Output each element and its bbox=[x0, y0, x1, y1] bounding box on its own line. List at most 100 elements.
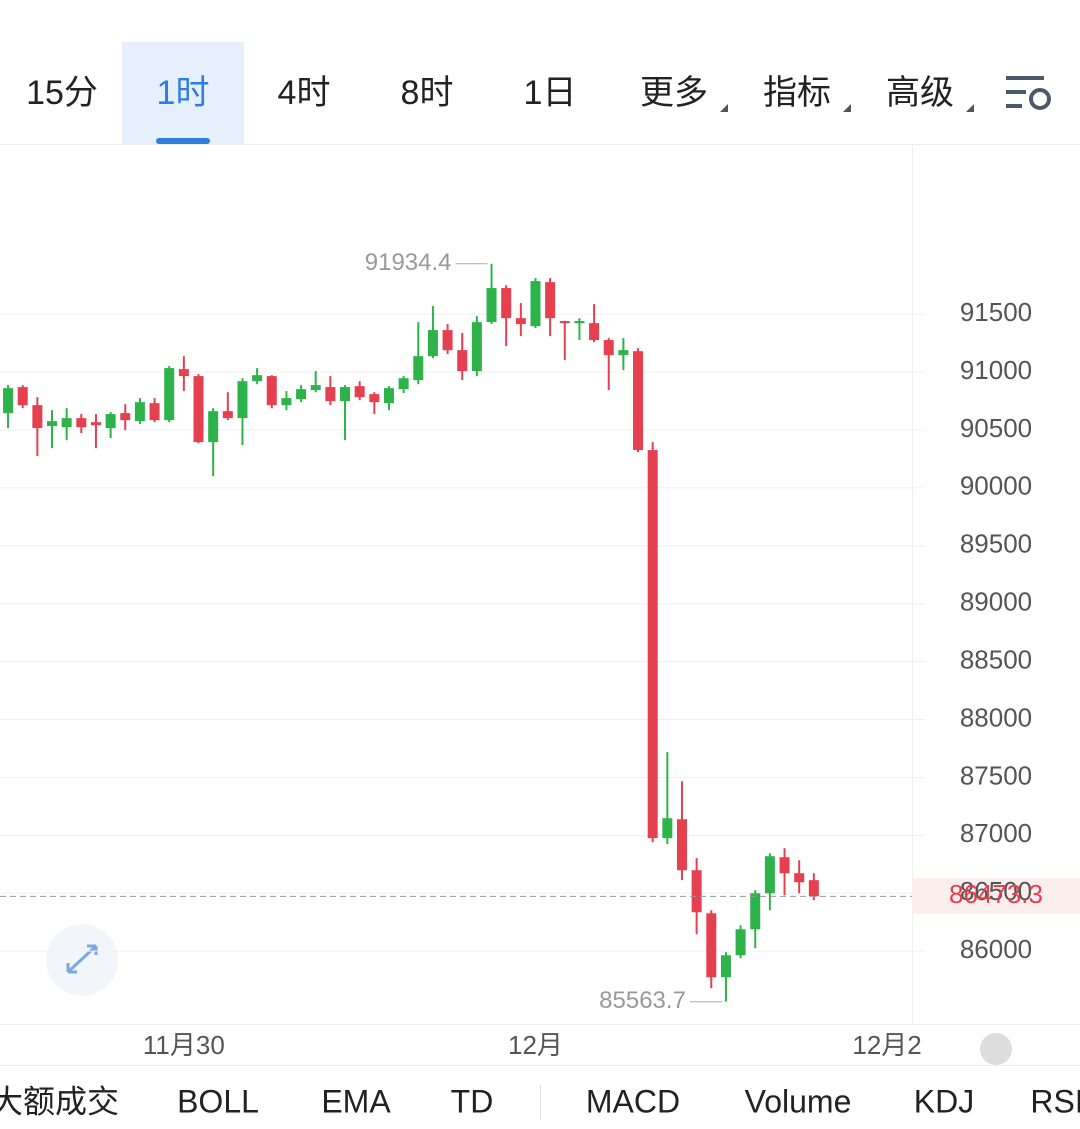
y-tick-label: 86500 bbox=[960, 876, 1032, 906]
y-tick-label: 88000 bbox=[960, 702, 1032, 732]
candle-body bbox=[398, 378, 409, 390]
candle-body bbox=[471, 322, 482, 372]
candle-body bbox=[105, 414, 116, 429]
candle-body bbox=[457, 350, 468, 372]
candle-body bbox=[603, 340, 614, 356]
candle-body bbox=[76, 418, 87, 428]
indicator-tab[interactable]: EMA bbox=[321, 1083, 391, 1119]
candle-body bbox=[193, 376, 204, 443]
last-price-bg bbox=[912, 878, 1080, 914]
candle-body bbox=[633, 351, 644, 451]
indicator-tab[interactable]: Volume bbox=[745, 1083, 852, 1119]
candle-body bbox=[266, 376, 277, 406]
top-tab[interactable]: 1时 bbox=[157, 74, 210, 112]
top-tab[interactable]: 15分 bbox=[26, 74, 98, 112]
indicator-tab[interactable]: MACD bbox=[586, 1083, 680, 1119]
candle-body bbox=[90, 422, 101, 426]
selected-tab-underline bbox=[156, 138, 210, 144]
scroll-end-button[interactable] bbox=[980, 1033, 1012, 1065]
candle-body bbox=[647, 450, 658, 839]
y-tick-label: 89500 bbox=[960, 529, 1032, 559]
candle-body bbox=[706, 913, 717, 978]
top-tab[interactable]: 高级 bbox=[886, 74, 954, 112]
candle-body bbox=[120, 413, 131, 421]
indicator-tab[interactable]: TD bbox=[451, 1083, 494, 1119]
y-tick-label: 88500 bbox=[960, 644, 1032, 674]
y-tick-label: 91000 bbox=[960, 355, 1032, 385]
candle-body bbox=[486, 288, 497, 323]
top-tab[interactable]: 1日 bbox=[524, 74, 577, 112]
x-tick-label: 11月30 bbox=[143, 1030, 225, 1060]
candle-body bbox=[618, 350, 629, 356]
dropdown-mark bbox=[966, 104, 974, 112]
x-tick-label: 12月 bbox=[508, 1030, 563, 1060]
candle-body bbox=[369, 394, 380, 403]
candle-body bbox=[237, 381, 248, 419]
indicator-tab[interactable]: 大额成交 bbox=[0, 1083, 119, 1119]
candle-body bbox=[325, 387, 336, 402]
candle-body bbox=[501, 288, 512, 319]
candle-body bbox=[427, 330, 438, 357]
candle-body bbox=[252, 375, 263, 382]
low-label: 85563.7 bbox=[599, 987, 686, 1014]
candle-body bbox=[676, 819, 687, 871]
top-tab[interactable]: 4时 bbox=[278, 74, 331, 112]
dropdown-mark bbox=[720, 104, 728, 112]
indicator-tab[interactable]: KDJ bbox=[914, 1083, 974, 1119]
expand-icon bbox=[66, 944, 98, 974]
y-tick-label: 90500 bbox=[960, 413, 1032, 443]
candle-body bbox=[735, 929, 746, 956]
selected-tab-bg bbox=[122, 42, 244, 144]
candle-body bbox=[310, 385, 321, 391]
candle-body bbox=[559, 321, 570, 324]
y-tick-label: 87000 bbox=[960, 818, 1032, 848]
indicator-tab[interactable]: BOLL bbox=[177, 1083, 259, 1119]
candle-body bbox=[32, 405, 43, 429]
y-tick-label: 86000 bbox=[960, 934, 1032, 964]
dropdown-mark bbox=[843, 104, 851, 112]
settings-icon[interactable] bbox=[1006, 76, 1051, 110]
candle-body bbox=[61, 418, 72, 428]
candle-body bbox=[281, 398, 292, 406]
candle-body bbox=[545, 282, 556, 319]
indicator-tab[interactable]: RSI bbox=[1030, 1083, 1080, 1119]
candle-body bbox=[222, 411, 233, 419]
high-label: 91934.4 bbox=[365, 249, 452, 276]
candle-body bbox=[340, 387, 351, 402]
candle-body bbox=[764, 856, 775, 894]
candle-body bbox=[47, 421, 58, 427]
candle-body bbox=[750, 893, 761, 930]
top-tab[interactable]: 8时 bbox=[401, 74, 454, 112]
last-price-label: 86473.3 bbox=[949, 879, 1043, 909]
candle-body bbox=[3, 388, 14, 414]
candle-body bbox=[208, 411, 219, 443]
candle-body bbox=[530, 281, 541, 327]
top-tab[interactable]: 指标 bbox=[763, 74, 831, 112]
candle-body bbox=[383, 388, 394, 404]
y-tick-label: 91500 bbox=[960, 297, 1032, 327]
candle-body bbox=[720, 955, 731, 978]
candle-body bbox=[589, 323, 600, 341]
y-tick-label: 87500 bbox=[960, 760, 1032, 790]
candle-body bbox=[17, 387, 28, 406]
candle-body bbox=[149, 403, 160, 421]
candle-body bbox=[178, 369, 189, 377]
candle-body bbox=[134, 402, 145, 422]
candle-body bbox=[515, 318, 526, 325]
candle-body bbox=[164, 368, 175, 421]
candle-body bbox=[779, 857, 790, 874]
candle-body bbox=[413, 356, 424, 381]
candle-body bbox=[296, 389, 307, 400]
y-tick-label: 90000 bbox=[960, 471, 1032, 501]
candle-body bbox=[808, 880, 819, 897]
candle-body bbox=[442, 330, 453, 351]
candle-body bbox=[574, 321, 585, 324]
candle-body bbox=[354, 386, 365, 398]
candle-body bbox=[794, 873, 805, 883]
candle-body bbox=[662, 818, 673, 839]
y-tick-label: 89000 bbox=[960, 587, 1032, 617]
candle-body bbox=[691, 870, 702, 913]
x-tick-label: 12月2 bbox=[852, 1030, 921, 1060]
top-tab[interactable]: 更多 bbox=[640, 74, 708, 112]
